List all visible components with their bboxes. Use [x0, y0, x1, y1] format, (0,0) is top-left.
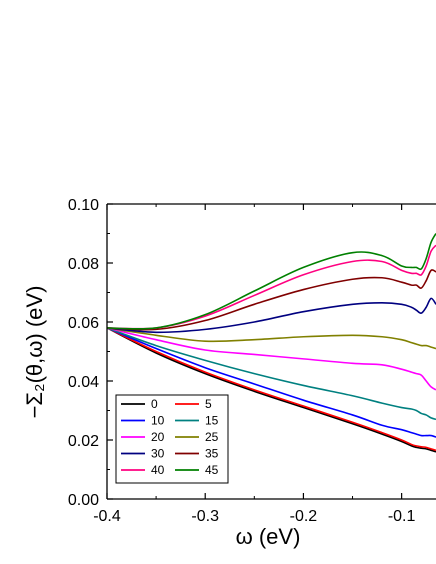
x-tick-label: -0.3: [191, 508, 219, 525]
y-tick-label: 0.04: [68, 374, 99, 391]
x-tick-label: -0.2: [290, 508, 318, 525]
y-tick-label: 0.02: [68, 433, 99, 450]
y-tick-label: 0.10: [68, 197, 99, 214]
series-line-40: [107, 244, 436, 330]
series-line-10: [107, 327, 436, 438]
y-tick-label: 0.08: [68, 256, 99, 273]
y-tick-label: 0.00: [68, 492, 99, 509]
plot-lines: [107, 233, 436, 453]
legend-label-45: 45: [205, 463, 219, 477]
ticks: -0.4 -0.3 -0.2 -0.1 0.00 0.02 0.04 0.06 0.08 0.10: [68, 197, 416, 525]
legend-label-25: 25: [205, 430, 219, 444]
x-tick-label: -0.1: [388, 508, 416, 525]
legend-label-40: 40: [151, 463, 165, 477]
legend: 0 5 10 15 20 25 30 35 40 45: [115, 394, 229, 484]
y-tick-label: 0.06: [68, 315, 99, 332]
legend-label-0: 0: [151, 397, 158, 411]
legend-box: [115, 394, 229, 484]
series-line-35: [107, 269, 436, 331]
series-line-5: [107, 327, 436, 452]
legend-label-20: 20: [151, 430, 165, 444]
series-line-20: [107, 327, 436, 391]
series-line-45: [107, 233, 436, 330]
legend-label-10: 10: [151, 414, 165, 428]
x-axis-title: ω (eV): [236, 524, 301, 549]
y-axis-title: −Σ₂(θ,ω) (eV): [22, 286, 47, 419]
x-tick-label: -0.4: [93, 508, 121, 525]
legend-label-5: 5: [205, 397, 212, 411]
legend-label-15: 15: [205, 414, 219, 428]
series-line-0: [107, 327, 436, 453]
series-line-25: [107, 327, 436, 350]
legend-label-35: 35: [205, 447, 219, 461]
series-line-30: [107, 297, 436, 334]
legend-label-30: 30: [151, 447, 165, 461]
series-line-15: [107, 327, 436, 421]
